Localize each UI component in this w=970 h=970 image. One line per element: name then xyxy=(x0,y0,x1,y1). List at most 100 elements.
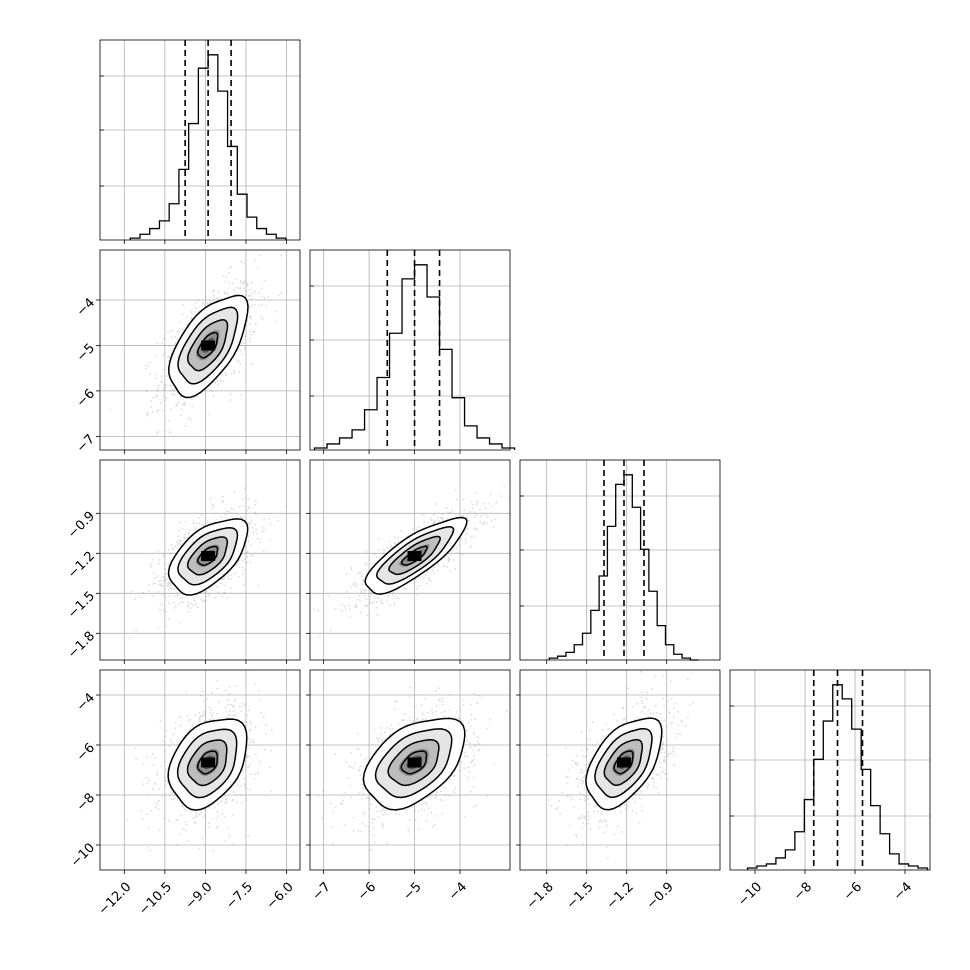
scatter-point xyxy=(469,746,472,749)
scatter-point xyxy=(234,715,237,717)
scatter-point xyxy=(469,725,472,727)
scatter-point xyxy=(172,390,175,392)
scatter-point xyxy=(173,393,176,396)
scatter-point xyxy=(261,526,264,529)
scatter-point xyxy=(232,710,235,712)
scatter-point xyxy=(433,566,436,569)
scatter-point xyxy=(199,719,201,721)
scatter-point xyxy=(240,710,243,713)
scatter-point xyxy=(178,716,181,718)
scatter-point xyxy=(342,799,344,802)
scatter-point xyxy=(435,710,437,713)
scatter-point xyxy=(205,808,207,811)
scatter-point xyxy=(261,303,264,306)
scatter-point xyxy=(175,844,178,847)
scatter-point xyxy=(247,539,250,542)
scatter-point xyxy=(242,778,245,780)
scatter-point xyxy=(277,519,279,522)
scatter-point xyxy=(385,813,388,815)
scatter-point xyxy=(417,526,420,529)
scatter-point xyxy=(452,559,455,562)
panel-2-2-ticks xyxy=(546,660,668,664)
scatter-point xyxy=(164,780,167,782)
scatter-point xyxy=(672,750,674,753)
scatter-point xyxy=(439,516,442,519)
scatter-point xyxy=(469,545,471,548)
scatter-point xyxy=(350,566,353,569)
scatter-point xyxy=(192,604,195,607)
scatter-point xyxy=(185,823,188,826)
scatter-point xyxy=(270,790,273,793)
scatter-point xyxy=(463,815,466,818)
scatter-point xyxy=(249,337,252,340)
scatter-point xyxy=(146,782,149,785)
scatter-point xyxy=(437,516,439,519)
scatter-point xyxy=(418,585,421,587)
scatter-point xyxy=(439,790,442,792)
scatter-point xyxy=(332,811,335,814)
scatter-point xyxy=(216,826,218,829)
scatter-point xyxy=(670,722,672,725)
scatter-point xyxy=(362,793,365,795)
scatter-point xyxy=(251,281,253,284)
scatter-point xyxy=(216,380,219,382)
scatter-point xyxy=(158,799,161,802)
scatter-point xyxy=(230,587,232,589)
scatter-point xyxy=(223,291,226,293)
scatter-point xyxy=(205,590,208,593)
scatter-point xyxy=(225,510,228,512)
scatter-point xyxy=(463,755,466,757)
scatter-point xyxy=(449,570,452,572)
scatter-point xyxy=(213,806,216,809)
panel-content xyxy=(310,670,510,870)
scatter-point xyxy=(473,758,475,761)
scatter-point xyxy=(109,408,111,411)
scatter-point xyxy=(420,803,423,805)
scatter-point xyxy=(377,816,380,818)
scatter-point xyxy=(208,822,211,824)
scatter-point xyxy=(150,810,153,812)
scatter-point xyxy=(473,692,475,695)
scatter-point xyxy=(475,804,478,807)
scatter-point xyxy=(252,740,255,743)
scatter-point xyxy=(230,574,233,576)
scatter-point xyxy=(177,401,180,404)
scatter-point xyxy=(250,317,252,319)
scatter-point xyxy=(238,778,240,781)
scatter-point xyxy=(397,723,400,725)
scatter-point xyxy=(482,522,485,525)
scatter-point xyxy=(209,521,212,524)
scatter-point xyxy=(213,294,215,297)
scatter-point xyxy=(164,625,167,627)
scatter-point xyxy=(403,719,405,722)
scatter-point xyxy=(200,811,203,814)
scatter-point xyxy=(216,297,219,299)
scatter-point xyxy=(161,744,164,746)
scatter-point xyxy=(218,298,221,300)
scatter-point xyxy=(169,385,171,387)
scatter-point xyxy=(164,430,167,433)
scatter-point xyxy=(190,316,193,319)
scatter-point xyxy=(227,698,229,701)
scatter-point xyxy=(179,521,182,524)
scatter-point xyxy=(216,586,219,588)
contour-1 xyxy=(387,739,440,787)
scatter-point xyxy=(367,797,370,800)
scatter-point xyxy=(246,283,249,286)
scatter-point xyxy=(257,538,259,541)
scatter-point xyxy=(371,602,373,605)
scatter-point xyxy=(340,610,343,612)
scatter-point xyxy=(435,689,438,692)
scatter-point xyxy=(357,598,359,601)
scatter-point xyxy=(421,712,424,715)
scatter-point xyxy=(157,550,160,552)
scatter-point xyxy=(260,316,263,319)
scatter-point xyxy=(372,818,375,820)
scatter-point xyxy=(159,401,162,404)
scatter-point xyxy=(142,592,145,594)
scatter-point xyxy=(164,576,167,579)
scatter-point xyxy=(426,796,429,799)
scatter-point xyxy=(226,596,229,599)
scatter-point xyxy=(183,536,186,538)
scatter-point xyxy=(246,754,249,757)
